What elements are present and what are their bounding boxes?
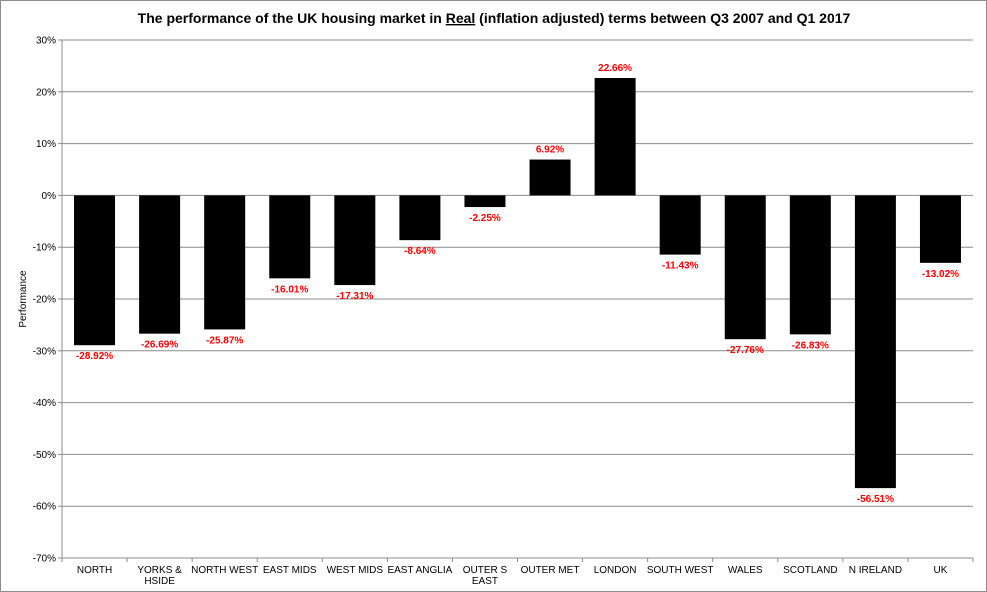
x-tick-label-line: WALES: [728, 565, 763, 576]
axes: [61, 40, 973, 559]
data-label: 6.92%: [536, 145, 564, 156]
chart-title: The performance of the UK housing market…: [138, 10, 851, 26]
x-tick-label-line: EAST MIDS: [263, 565, 317, 576]
x-tick-label: NORTH WEST: [191, 565, 258, 576]
data-label: -16.01%: [271, 284, 308, 295]
y-tick-label: -30%: [33, 346, 56, 357]
data-label: -17.31%: [336, 291, 373, 302]
x-tick-label: WALES: [728, 565, 763, 576]
bar: [854, 195, 896, 489]
x-tick-label: NORTH: [77, 565, 112, 576]
bar: [594, 78, 636, 196]
chart-title-part-1: The performance of the UK housing market…: [138, 10, 446, 26]
bar: [269, 195, 311, 279]
gridlines: [62, 39, 973, 559]
x-tick-label: N IRELAND: [849, 565, 902, 576]
y-axis-ticks: 30% 20% 10% 0% -10% -20% -30% -40% -50% -60% -70%: [33, 36, 62, 565]
x-tick-label-line: YORKS &: [137, 565, 182, 576]
bar: [659, 195, 701, 255]
x-tick-label-line: WEST MIDS: [327, 565, 384, 576]
data-label: -27.76%: [727, 345, 764, 356]
bar: [464, 195, 506, 208]
bar: [724, 195, 766, 340]
chart-title-part-3: (inflation adjusted) terms between Q3 20…: [475, 10, 850, 26]
data-labels: -28.92% -26.69% -25.87% -16.01% -17.31% -8.64…: [76, 63, 959, 505]
x-tick-label-line: EAST: [472, 576, 498, 587]
y-tick-label: 30%: [36, 36, 56, 47]
y-axis-label: Performance: [18, 270, 29, 328]
y-tick-label: -60%: [33, 502, 56, 513]
bar: [204, 195, 246, 330]
x-tick-label-line: UK: [934, 565, 948, 576]
bar: [334, 195, 376, 286]
bar: [789, 195, 831, 335]
data-label: -26.83%: [792, 340, 829, 351]
data-label: -2.25%: [469, 213, 501, 224]
y-tick-label: 10%: [36, 139, 56, 150]
data-label: -11.43%: [662, 261, 699, 272]
y-tick-label: 20%: [36, 87, 56, 98]
x-tick-label-line: EAST ANGLIA: [387, 565, 452, 576]
x-tick-label-line: LONDON: [594, 565, 637, 576]
y-tick-label: -20%: [33, 295, 56, 306]
bar: [139, 195, 181, 334]
x-tick-label: UK: [934, 565, 948, 576]
x-tick-label-line: SOUTH WEST: [647, 565, 714, 576]
bars: [74, 78, 961, 489]
x-tick-label: OUTER MET: [521, 565, 580, 576]
y-tick-label: 0%: [42, 191, 57, 202]
y-tick-label: -40%: [33, 398, 56, 409]
bar: [919, 195, 961, 263]
x-tick-label: OUTER S EAST: [463, 565, 508, 587]
y-tick-label: -10%: [33, 243, 56, 254]
x-tick-label: SOUTH WEST: [647, 565, 714, 576]
x-tick-label: LONDON: [594, 565, 637, 576]
x-tick-label-line: NORTH WEST: [191, 565, 258, 576]
data-label: -28.92%: [76, 351, 113, 362]
x-tick-label: WEST MIDS: [327, 565, 384, 576]
data-label: -25.87%: [206, 335, 243, 346]
x-tick-label: SCOTLAND: [783, 565, 837, 576]
x-tick-label: YORKS & HSIDE: [137, 565, 182, 587]
x-tick-label-line: OUTER MET: [521, 565, 580, 576]
y-tick-label: -50%: [33, 450, 56, 461]
chart-title-part-2: Real: [446, 10, 476, 26]
bar: [529, 159, 571, 196]
data-label: -56.51%: [857, 494, 894, 505]
bar: [74, 195, 116, 346]
bar: [399, 195, 441, 241]
x-tick-label-line: SCOTLAND: [783, 565, 837, 576]
x-tick-label: EAST ANGLIA: [387, 565, 452, 576]
data-label: -13.02%: [922, 269, 959, 280]
x-tick-label-line: N IRELAND: [849, 565, 902, 576]
x-tick-label-line: HSIDE: [144, 576, 175, 587]
x-tick-label-line: OUTER S: [463, 565, 508, 576]
data-label: -8.64%: [404, 246, 436, 257]
data-label: -26.69%: [141, 340, 178, 351]
x-axis-ticks: NORTH YORKS & HSIDE NORTH WEST EAST MIDS WEST…: [61, 558, 974, 587]
y-tick-label: -70%: [33, 554, 56, 565]
data-label: 22.66%: [598, 63, 632, 74]
x-tick-label: EAST MIDS: [263, 565, 317, 576]
x-tick-label-line: NORTH: [77, 565, 112, 576]
